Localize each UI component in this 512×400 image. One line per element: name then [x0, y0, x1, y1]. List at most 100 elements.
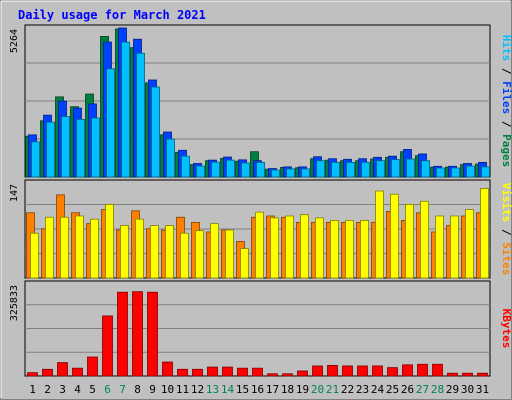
bar-visits-day-27	[420, 200, 429, 279]
bar-hits-day-1	[31, 141, 40, 178]
x-tick-label: 1	[29, 383, 36, 396]
bar-hits-day-15	[241, 162, 250, 178]
bar-visits-day-14	[225, 229, 234, 279]
x-tick-label: 9	[149, 383, 156, 396]
series-label-sites: Sites	[500, 242, 512, 275]
bar-hits-day-2	[46, 121, 55, 178]
bar-visits-day-9	[150, 225, 159, 279]
bar-kbytes-day-19	[297, 370, 308, 377]
bar-hits-day-3	[61, 116, 70, 178]
x-tick-label: 8	[134, 383, 141, 396]
panel-kbytes-series-label: KBytes	[500, 309, 512, 349]
x-tick-label: 24	[371, 383, 385, 396]
x-tick-label: 13	[206, 383, 219, 396]
bar-hits-day-19	[301, 168, 310, 178]
bar-visits-day-17	[270, 217, 279, 279]
bar-hits-day-12	[196, 165, 205, 178]
bar-hits-day-8	[136, 52, 145, 178]
bar-visits-day-29	[450, 215, 459, 279]
bar-visits-day-2	[45, 216, 54, 279]
bar-kbytes-day-3	[57, 362, 68, 377]
bar-kbytes-day-29	[447, 372, 458, 377]
bar-kbytes-day-14	[222, 366, 233, 377]
x-tick-label: 17	[266, 383, 279, 396]
bar-hits-day-27	[421, 160, 430, 178]
x-tick-label: 11	[176, 383, 189, 396]
panel-kbytes-max-label: 325833	[9, 285, 20, 321]
bar-kbytes-day-18	[282, 373, 293, 377]
bar-kbytes-day-1	[27, 372, 38, 377]
x-axis: 1 2 3 4 5 6 7 8 9 10 11 12 13 14 15 16 17 18 19 20 21 22 23 24 2…	[29, 383, 489, 396]
bar-visits-day-30	[465, 209, 474, 279]
panel-hits-max-label: 5264	[9, 29, 20, 53]
bar-hits-day-24	[376, 160, 385, 178]
x-tick-label: 4	[74, 383, 81, 396]
bar-hits-day-18	[286, 168, 295, 178]
bar-visits-day-31	[480, 188, 489, 279]
bar-kbytes-day-11	[177, 368, 188, 377]
bar-visits-day-1	[30, 232, 39, 279]
bar-visits-day-4	[75, 215, 84, 279]
x-tick-label: 30	[461, 383, 474, 396]
x-tick-label: 3	[59, 383, 66, 396]
bar-kbytes-day-27	[417, 363, 428, 377]
bar-hits-day-4	[76, 118, 85, 178]
bar-kbytes-day-28	[432, 363, 443, 377]
bar-visits-day-10	[165, 225, 174, 279]
bar-kbytes-day-30	[462, 372, 473, 377]
bar-visits-day-6	[105, 204, 114, 279]
bar-kbytes-day-25	[387, 367, 398, 377]
panel-visits-max-label: 147	[9, 184, 20, 202]
bar-kbytes-day-5	[87, 356, 98, 377]
bar-kbytes-day-24	[372, 365, 383, 377]
bar-visits-day-25	[390, 193, 399, 279]
panel-visits: 147 Visits / Sites	[9, 179, 512, 279]
series-label-pages: Pages	[500, 134, 512, 167]
bar-hits-day-6	[106, 68, 115, 178]
bar-kbytes-day-13	[207, 366, 218, 377]
bar-kbytes-day-20	[312, 365, 323, 377]
x-tick-label: 21	[326, 383, 339, 396]
x-tick-label: 7	[119, 383, 126, 396]
bar-visits-day-7	[120, 225, 129, 279]
series-label-kbytes: KBytes	[500, 309, 512, 349]
bar-visits-day-26	[405, 204, 414, 279]
series-label-separator: /	[500, 61, 512, 81]
bar-hits-day-31	[481, 166, 490, 178]
bar-visits-day-11	[180, 232, 189, 279]
bar-visits-day-20	[315, 217, 324, 279]
bar-hits-day-22	[346, 161, 355, 178]
x-tick-label: 5	[89, 383, 96, 396]
bar-kbytes-day-9	[147, 291, 158, 377]
chart-title: Daily usage for March 2021	[18, 8, 206, 22]
bar-hits-day-13	[211, 161, 220, 178]
x-tick-label: 27	[416, 383, 429, 396]
bar-kbytes-day-7	[117, 291, 128, 377]
bar-kbytes-day-6	[102, 315, 113, 377]
panel-visits-series-label: Visits / Sites	[500, 183, 512, 276]
x-tick-label: 2	[44, 383, 51, 396]
bar-kbytes-day-2	[42, 368, 53, 377]
bar-kbytes-day-31	[477, 372, 488, 377]
chart-panels: 5264 Hits / Files / Pages 147 Visits / Site…	[9, 24, 512, 377]
bar-kbytes-day-15	[237, 367, 248, 377]
bar-visits-day-19	[300, 214, 309, 279]
x-tick-label: 12	[191, 383, 204, 396]
bar-hits-day-20	[316, 160, 325, 178]
x-tick-label: 26	[401, 383, 414, 396]
bar-visits-day-12	[195, 230, 204, 279]
bar-visits-day-18	[285, 215, 294, 279]
x-tick-label: 18	[281, 383, 294, 396]
bar-visits-day-22	[345, 220, 354, 279]
bar-kbytes-day-21	[327, 364, 338, 377]
bar-hits-day-17	[271, 169, 280, 178]
x-tick-label: 14	[221, 383, 235, 396]
x-tick-label: 15	[236, 383, 249, 396]
bar-hits-day-25	[391, 159, 400, 178]
x-tick-label: 19	[296, 383, 309, 396]
x-tick-label: 6	[104, 383, 111, 396]
bar-visits-day-21	[330, 220, 339, 279]
bar-visits-day-15	[240, 248, 249, 279]
bar-hits-day-9	[151, 86, 160, 178]
series-label-files: Files	[500, 81, 512, 114]
